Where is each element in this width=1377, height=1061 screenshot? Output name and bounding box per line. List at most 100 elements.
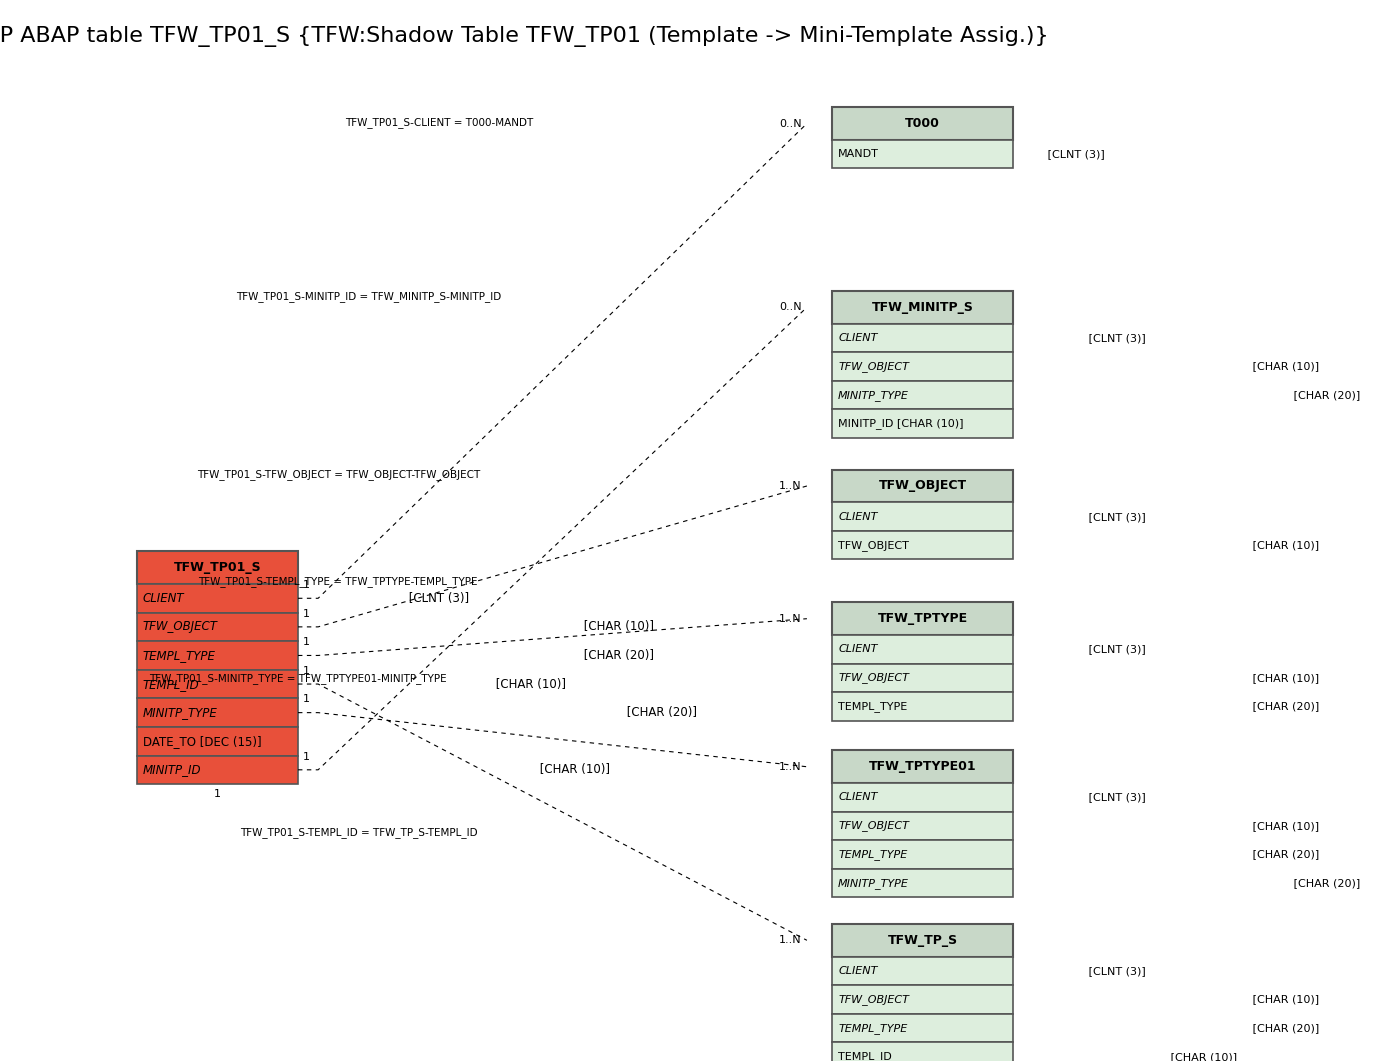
Text: TFW_OBJECT: TFW_OBJECT [839,820,909,832]
Text: [CHAR (10)]: [CHAR (10)] [536,763,610,777]
Text: TFW_MINITP_S: TFW_MINITP_S [872,301,974,314]
Bar [832,663,1013,692]
Text: TFW_OBJECT: TFW_OBJECT [839,673,909,683]
Bar [832,502,1013,530]
Text: TFW_TPTYPE: TFW_TPTYPE [877,612,968,625]
Text: [CLNT (3)]: [CLNT (3)] [1044,150,1104,159]
Text: 1..N: 1..N [779,762,801,771]
Text: 1: 1 [303,695,310,705]
Bar [832,636,1013,663]
Text: TFW_TPTYPE01: TFW_TPTYPE01 [869,761,976,773]
Text: [CLNT (3)]: [CLNT (3)] [1085,966,1146,976]
Text: TFW_TP01_S-TFW_OBJECT = TFW_OBJECT-TFW_OBJECT: TFW_TP01_S-TFW_OBJECT = TFW_OBJECT-TFW_O… [197,469,481,481]
Text: TFW_TP01_S-CLIENT = T000-MANDT: TFW_TP01_S-CLIENT = T000-MANDT [346,117,533,128]
Text: MINITP_ID [CHAR (10)]: MINITP_ID [CHAR (10)] [839,418,964,429]
Bar [832,530,1013,559]
Bar [136,612,297,641]
Text: TFW_OBJECT: TFW_OBJECT [839,994,909,1005]
Bar [832,603,1013,636]
Text: [CHAR (20)]: [CHAR (20)] [1249,701,1319,712]
Text: 0..N: 0..N [779,302,801,312]
Text: TFW_OBJECT: TFW_OBJECT [839,361,909,372]
Text: 1: 1 [303,638,310,647]
Text: SAP ABAP table TFW_TP01_S {TFW:Shadow Table TFW_TP01 (Template -> Mini-Template : SAP ABAP table TFW_TP01_S {TFW:Shadow Ta… [0,25,1049,47]
Text: TFW_TP01_S-MINITP_TYPE = TFW_TPTYPE01-MINITP_TYPE: TFW_TP01_S-MINITP_TYPE = TFW_TPTYPE01-MI… [149,674,446,684]
Text: [CHAR (20)]: [CHAR (20)] [1249,850,1319,859]
Text: TFW_TP01_S-MINITP_ID = TFW_MINITP_S-MINITP_ID: TFW_TP01_S-MINITP_ID = TFW_MINITP_S-MINI… [235,291,501,301]
Bar [832,750,1013,783]
Bar [136,727,297,755]
Bar [832,470,1013,502]
Text: [CHAR (20)]: [CHAR (20)] [580,649,654,662]
Bar [832,140,1013,169]
Text: [CHAR (10)]: [CHAR (10)] [1249,821,1319,831]
Bar [832,291,1013,324]
Bar [832,352,1013,381]
Text: [CHAR (20)]: [CHAR (20)] [1249,1023,1319,1033]
Text: CLIENT: CLIENT [839,644,877,655]
Text: TEMPL_TYPE: TEMPL_TYPE [839,1023,907,1033]
Text: TFW_TP01_S-TEMPL_TYPE = TFW_TPTYPE-TEMPL_TYPE: TFW_TP01_S-TEMPL_TYPE = TFW_TPTYPE-TEMPL… [198,576,478,588]
Bar [832,1042,1013,1061]
Bar [832,924,1013,957]
Text: [CLNT (3)]: [CLNT (3)] [1085,511,1146,522]
Text: [CHAR (20)]: [CHAR (20)] [1290,390,1360,400]
Bar [832,840,1013,869]
Text: [CHAR (10)]: [CHAR (10)] [492,678,566,691]
Text: TEMPL_TYPE: TEMPL_TYPE [143,649,216,662]
Text: TFW_TP01_S-TEMPL_ID = TFW_TP_S-TEMPL_ID: TFW_TP01_S-TEMPL_ID = TFW_TP_S-TEMPL_ID [240,827,478,837]
Text: TFW_OBJECT: TFW_OBJECT [143,621,218,633]
Text: MANDT: MANDT [839,150,879,159]
Text: TEMPL_ID: TEMPL_ID [839,1051,892,1061]
Text: DATE_TO [DEC (15)]: DATE_TO [DEC (15)] [143,734,262,748]
Text: 1: 1 [303,666,310,676]
Bar [832,1014,1013,1042]
Text: [CLNT (3)]: [CLNT (3)] [1085,333,1146,343]
Text: 1: 1 [213,789,220,799]
Text: TFW_TP01_S: TFW_TP01_S [174,561,262,574]
Bar [136,584,297,612]
Bar [136,755,297,784]
Text: TFW_OBJECT: TFW_OBJECT [839,540,909,551]
Text: TFW_TP_S: TFW_TP_S [888,934,958,946]
Text: 0..N: 0..N [779,119,801,128]
Text: MINITP_TYPE: MINITP_TYPE [143,707,218,719]
Bar [832,324,1013,352]
Bar [832,692,1013,720]
Text: CLIENT: CLIENT [143,592,185,605]
Text: TEMPL_TYPE: TEMPL_TYPE [839,701,907,712]
Bar [832,783,1013,812]
Text: TEMPL_TYPE: TEMPL_TYPE [839,849,907,860]
Text: [CLNT (3)]: [CLNT (3)] [1085,644,1146,655]
Bar [136,698,297,727]
Text: CLIENT: CLIENT [839,966,877,976]
Bar [832,381,1013,410]
Bar [832,107,1013,140]
Text: 1: 1 [303,609,310,619]
Bar [832,869,1013,898]
Text: [CLNT (3)]: [CLNT (3)] [1085,793,1146,802]
Text: [CHAR (20)]: [CHAR (20)] [624,707,697,719]
Text: [CHAR (10)]: [CHAR (10)] [580,621,654,633]
Bar [136,669,297,698]
Text: T000: T000 [905,117,940,131]
Text: CLIENT: CLIENT [839,333,877,343]
Text: TEMPL_ID: TEMPL_ID [143,678,200,691]
Bar [832,410,1013,438]
Text: [CHAR (10)]: [CHAR (10)] [1168,1051,1237,1061]
Text: 1..N: 1..N [779,481,801,491]
Text: MINITP_TYPE: MINITP_TYPE [839,389,909,401]
Text: 1..N: 1..N [779,613,801,624]
Text: 1: 1 [303,580,310,590]
Bar [136,552,297,584]
Text: [CHAR (20)]: [CHAR (20)] [1290,879,1360,888]
Bar [136,641,297,669]
Bar [832,957,1013,986]
Bar [832,986,1013,1014]
Text: CLIENT: CLIENT [839,793,877,802]
Text: TFW_OBJECT: TFW_OBJECT [879,480,967,492]
Text: 1: 1 [303,751,310,762]
Text: CLIENT: CLIENT [839,511,877,522]
Bar [832,812,1013,840]
Text: MINITP_ID: MINITP_ID [143,763,201,777]
